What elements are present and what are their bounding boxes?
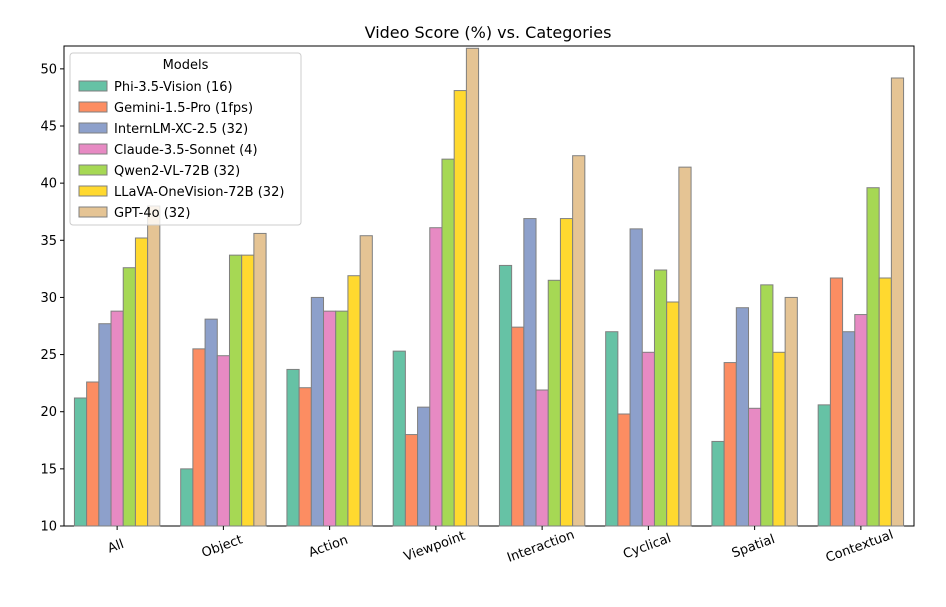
bar (817, 404, 831, 527)
y-tick-label: 20 (40, 405, 57, 420)
y-axis: 10 15 20 25 30 35 40 45 50 (40, 62, 64, 535)
bar (216, 355, 230, 527)
legend-box (69, 52, 302, 226)
bar (204, 318, 218, 527)
bar (359, 235, 373, 527)
y-tick-label: 45 (40, 120, 57, 135)
bar (323, 310, 337, 527)
bar (453, 90, 467, 527)
bar (535, 389, 549, 527)
bar (347, 275, 361, 527)
x-tick-label: Cyclical (621, 531, 673, 562)
plot-area (63, 45, 915, 527)
bar (253, 232, 267, 527)
legend-label: LLaVA-OneVision-72B (32) (114, 185, 284, 200)
bar (392, 350, 406, 527)
y-tick-label: 50 (40, 62, 57, 77)
legend-swatch (78, 164, 108, 176)
bar (723, 362, 737, 527)
y-tick-label: 25 (40, 348, 57, 363)
bar (890, 77, 905, 527)
bar (192, 348, 206, 527)
y-tick-label: 15 (40, 462, 57, 477)
bar (878, 277, 892, 527)
legend-label: InternLM-XC-2.5 (32) (114, 122, 248, 137)
bar (110, 310, 124, 527)
bar (417, 406, 431, 527)
axes-frame (63, 45, 915, 527)
bar (678, 166, 692, 527)
y-tick-label: 40 (40, 177, 57, 192)
bar (735, 307, 750, 527)
bar (711, 440, 725, 527)
legend-swatch (78, 185, 108, 197)
bar (298, 387, 312, 527)
legend-label: GPT-4o (32) (114, 206, 190, 221)
bar (122, 267, 136, 527)
y-tick-label: 35 (40, 234, 57, 249)
legend-swatch (78, 101, 108, 113)
legend-label: Qwen2-VL-72B (32) (114, 164, 240, 179)
bar (523, 218, 537, 527)
x-tick-label: Contextual (824, 528, 896, 566)
bar (748, 407, 762, 527)
x-axis: All Object Action Viewpoint Interaction Cycli… (106, 526, 896, 566)
bar (335, 310, 349, 527)
bar (404, 434, 419, 527)
x-tick-label: Object (200, 532, 245, 561)
chart-title: Video Score (%) vs. Categories (365, 23, 612, 42)
bar (866, 187, 880, 527)
legend-label: Gemini-1.5-Pro (1fps) (114, 101, 253, 116)
bar (73, 397, 88, 527)
legend-swatch (78, 206, 108, 218)
bar (498, 264, 513, 527)
bar (760, 284, 774, 527)
bar (641, 351, 655, 527)
bar (98, 323, 112, 527)
legend-label: Claude-3.5-Sonnet (4) (114, 143, 258, 158)
x-tick-label: Interaction (505, 528, 576, 566)
x-tick-label: Action (307, 533, 350, 561)
bar (134, 237, 149, 527)
bar (465, 47, 480, 527)
bar (241, 254, 255, 527)
y-tick-label: 30 (40, 291, 57, 306)
bar (784, 296, 798, 527)
legend-swatch (78, 122, 108, 134)
bar (180, 468, 194, 527)
bar (666, 301, 680, 527)
bar (147, 205, 161, 527)
bar (511, 326, 525, 527)
x-tick-label: Viewpoint (402, 529, 467, 565)
bar (854, 314, 868, 527)
legend: Models Phi-3.5-Vision (16) Gemini-1.5-Pro … (69, 52, 302, 226)
bar (572, 155, 586, 527)
bar (559, 218, 574, 527)
x-tick-label: Spatial (730, 532, 777, 561)
bar (547, 279, 561, 527)
legend-label: Phi-3.5-Vision (16) (114, 80, 233, 95)
legend-swatch (78, 143, 108, 155)
bar (441, 158, 455, 527)
bar (605, 331, 619, 527)
bar (842, 331, 856, 527)
bar (829, 277, 844, 527)
bar (772, 351, 786, 527)
bar (653, 269, 668, 527)
bar (629, 228, 643, 527)
bar (429, 227, 443, 527)
bar (228, 254, 243, 527)
legend-title: Models (163, 58, 209, 73)
bar (617, 413, 631, 527)
y-tick-label: 10 (40, 520, 57, 535)
bar (310, 296, 325, 527)
bar (86, 381, 100, 527)
legend-swatch (78, 80, 108, 92)
bars (73, 47, 905, 527)
bar (286, 368, 300, 527)
x-tick-label: All (106, 537, 126, 557)
